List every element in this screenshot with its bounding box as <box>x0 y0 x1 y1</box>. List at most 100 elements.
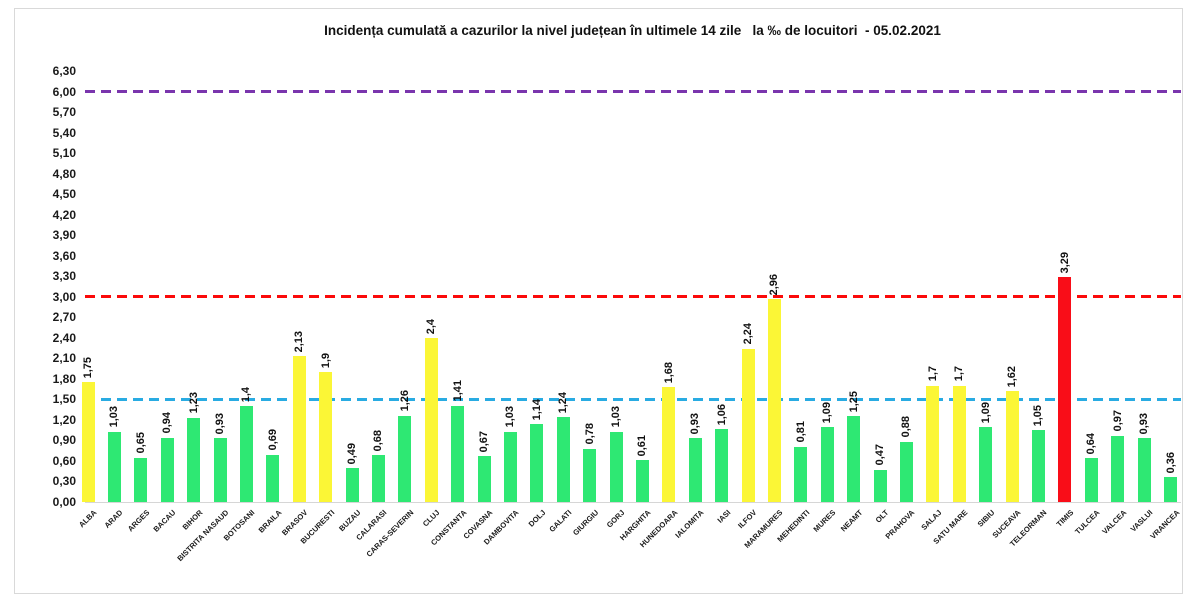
bar <box>1164 477 1177 502</box>
y-tick-label: 0,90 <box>52 433 76 448</box>
bar <box>451 405 465 502</box>
bar-value-label: 0,69 <box>266 429 279 451</box>
y-tick-label: 4,50 <box>52 187 76 202</box>
bar <box>1084 458 1098 502</box>
y-tick-label: 2,40 <box>52 330 76 345</box>
bar-value-label: 1,4 <box>240 386 253 403</box>
bar <box>477 456 491 502</box>
bar-value-label: 1,7 <box>926 366 939 382</box>
bar <box>319 372 333 502</box>
y-tick-label: 1,80 <box>52 371 76 386</box>
bar-value-label: 1,05 <box>1032 404 1045 427</box>
bar-value-label: 1,68 <box>662 361 675 384</box>
bar-value-label: 1,23 <box>187 392 200 414</box>
reference-line <box>85 397 1181 401</box>
bar <box>556 417 570 502</box>
bar-value-label: 1,24 <box>557 391 570 414</box>
y-tick-label: 3,60 <box>52 248 76 263</box>
bar-value-label: 1,03 <box>504 406 517 428</box>
y-tick-label: 5,40 <box>52 125 76 140</box>
y-tick-label: 6,00 <box>52 84 76 99</box>
bar-value-label: 2,4 <box>425 318 438 334</box>
bar-value-label: 0,47 <box>874 444 887 466</box>
bar-value-label: 1,9 <box>319 352 332 369</box>
bar-value-label: 1,03 <box>610 406 623 428</box>
bar-value-label: 0,68 <box>372 430 385 452</box>
bar <box>1031 430 1045 502</box>
bar <box>583 448 597 502</box>
bar <box>107 431 121 502</box>
bar <box>1111 435 1125 502</box>
bar-value-label: 1,09 <box>821 402 834 424</box>
bar-value-label: 1,03 <box>108 406 121 428</box>
bar <box>530 424 544 502</box>
bar <box>187 417 201 502</box>
bar-value-label: 1,09 <box>979 402 992 424</box>
bar-value-label: 1,25 <box>847 391 860 413</box>
bar-value-label: 0,36 <box>1164 451 1177 474</box>
bar <box>371 455 385 502</box>
bar <box>899 441 913 502</box>
bar-value-label: 1,26 <box>398 390 411 412</box>
bar-value-label: 0,93 <box>214 412 226 435</box>
y-tick-label: 0,60 <box>52 453 76 468</box>
bar <box>160 437 174 502</box>
y-tick-label: 4,20 <box>52 207 76 222</box>
y-tick-label: 0,00 <box>52 495 76 509</box>
y-tick-label: 1,20 <box>52 412 76 427</box>
bar-value-label: 2,96 <box>768 274 781 296</box>
bar <box>1137 438 1151 502</box>
bar <box>847 416 861 502</box>
bar-value-label: 1,75 <box>82 356 94 379</box>
bar <box>979 427 993 502</box>
bar <box>81 382 95 502</box>
y-tick-label: 3,00 <box>52 289 76 304</box>
bar <box>873 469 887 502</box>
reference-line <box>85 90 1181 94</box>
bar-value-label: 0,93 <box>689 412 702 435</box>
bar-value-label: 0,65 <box>134 432 147 454</box>
chart-title: Incidența cumulată a cazurilor la nivel … <box>324 23 941 38</box>
bar-value-label: 0,78 <box>583 423 596 445</box>
bar <box>952 385 966 502</box>
bar <box>424 337 438 502</box>
bar <box>1005 391 1019 502</box>
bar <box>926 385 940 502</box>
bar <box>398 415 412 502</box>
bar <box>688 438 702 502</box>
bar <box>134 457 148 502</box>
bar <box>503 431 517 502</box>
bar-value-label: 0,61 <box>636 434 649 457</box>
y-tick-label: 5,10 <box>52 146 76 161</box>
bar <box>662 387 676 502</box>
y-tick-label: 0,30 <box>52 474 76 489</box>
bar-value-label: 0,49 <box>346 443 359 465</box>
bar-value-label: 1,41 <box>451 380 464 402</box>
bar-value-label: 0,88 <box>900 416 913 438</box>
y-tick-label: 5,70 <box>52 105 76 120</box>
bar-value-label: 0,64 <box>1085 432 1098 455</box>
bar-value-label: 0,97 <box>1111 410 1124 432</box>
bar-value-label: 1,06 <box>715 404 728 426</box>
bar <box>820 427 834 502</box>
y-tick-label: 2,70 <box>52 310 76 325</box>
bar-value-label: 1,7 <box>953 366 966 382</box>
bar <box>715 429 729 502</box>
bar <box>213 438 227 502</box>
bar <box>266 454 280 502</box>
bar-value-label: 0,93 <box>1138 412 1151 435</box>
bar-value-label: 3,29 <box>1058 251 1071 273</box>
bar <box>1058 276 1072 502</box>
y-tick-label: 3,90 <box>52 228 76 243</box>
bar <box>609 431 623 502</box>
y-tick-label: 2,10 <box>52 351 76 366</box>
bar <box>239 406 253 502</box>
bar-value-label: 0,94 <box>161 412 174 434</box>
bar-value-label: 0,67 <box>478 430 491 453</box>
y-tick-label: 6,30 <box>52 64 76 78</box>
bar-value-label: 1,62 <box>1006 365 1019 388</box>
bar <box>345 468 359 502</box>
bar <box>635 460 649 502</box>
bar-value-label: 2,24 <box>742 323 755 345</box>
